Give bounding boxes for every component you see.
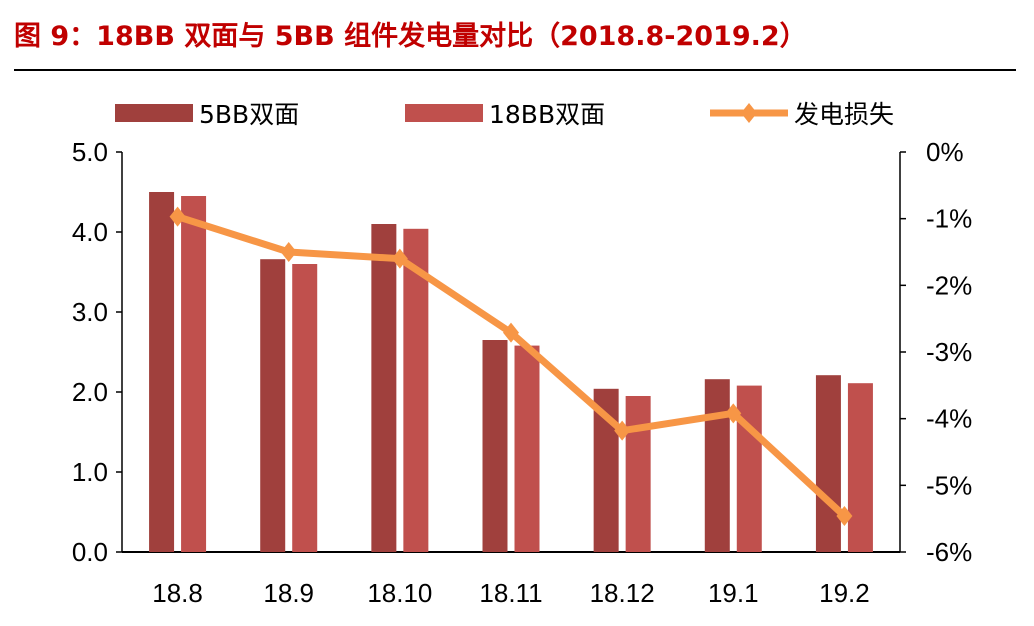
bar-18bb (514, 345, 540, 552)
right-tick-label: 0% (926, 137, 964, 167)
bar-5bb (371, 224, 397, 552)
left-tick-label: 4.0 (72, 217, 108, 247)
legend-label: 发电损失 (794, 100, 894, 129)
bar-18bb (847, 383, 873, 552)
bar-5bb (260, 259, 286, 552)
bar-5bb (482, 340, 508, 552)
left-tick-label: 3.0 (72, 297, 108, 327)
right-tick-label: -2% (926, 270, 972, 300)
loss-point (725, 403, 742, 424)
x-tick-label: 19.2 (819, 578, 870, 608)
right-tick-label: -3% (926, 337, 972, 367)
loss-point (503, 322, 519, 343)
bar-5bb (149, 192, 175, 552)
bar-18bb (403, 228, 429, 553)
right-tick-label: -6% (926, 537, 972, 567)
left-tick-label: 0.0 (72, 537, 108, 567)
left-tick-label: 5.0 (72, 137, 108, 167)
x-tick-label: 18.11 (479, 578, 542, 608)
loss-point (169, 206, 186, 227)
right-tick-label: -4% (926, 404, 972, 434)
loss-point (391, 248, 408, 269)
bar-5bb (704, 379, 730, 552)
left-tick-label: 2.0 (72, 377, 108, 407)
bar-18bb (625, 396, 651, 552)
loss-point (280, 242, 297, 262)
bar-18bb (292, 264, 318, 552)
x-tick-label: 18.12 (590, 578, 655, 608)
legend-label: 5BB双面 (199, 100, 299, 129)
legend-marker (741, 103, 757, 123)
loss-point (836, 506, 853, 526)
bar-18bb (181, 196, 207, 552)
legend-label: 18BB双面 (489, 100, 605, 129)
right-tick-label: -1% (926, 204, 972, 234)
legend-swatch (115, 104, 193, 122)
x-tick-label: 18.9 (263, 578, 314, 608)
right-tick-label: -5% (926, 470, 972, 500)
loss-point (614, 420, 631, 441)
chart-title: 图 9：18BB 双面与 5BB 组件发电量对比（2018.8-2019.2） (14, 21, 807, 52)
title-divider (14, 69, 1016, 71)
x-tick-label: 18.10 (367, 578, 432, 608)
legend-swatch (405, 104, 483, 122)
bar-18bb (736, 385, 762, 552)
bar-5bb (815, 375, 841, 552)
left-tick-label: 1.0 (72, 457, 108, 487)
x-tick-label: 19.1 (708, 578, 759, 608)
x-tick-label: 18.8 (152, 578, 203, 608)
